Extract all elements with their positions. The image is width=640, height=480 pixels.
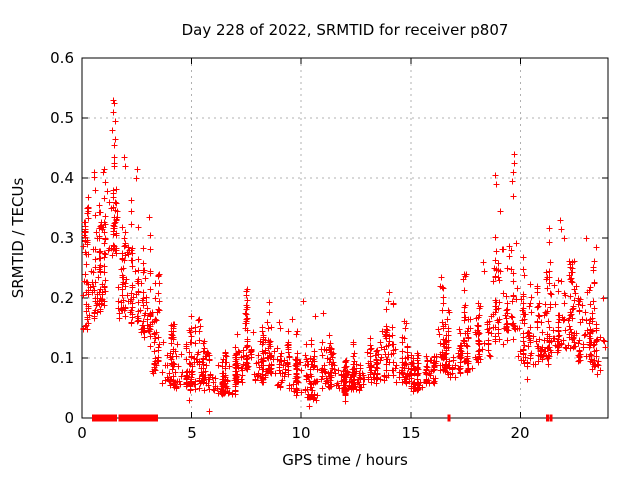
plot-border [81, 57, 609, 419]
y-tick-label: 0.1 [50, 349, 74, 367]
y-tick-label: 0.2 [50, 289, 74, 307]
y-tick-label: 0.4 [50, 169, 74, 187]
x-tick-label: 5 [187, 424, 197, 442]
y-tick-label: 0 [64, 409, 74, 427]
y-tick-label: 0.6 [50, 49, 74, 67]
scatter-points [80, 97, 609, 415]
y-tick-label: 0.3 [50, 229, 74, 247]
x-tick-label: 20 [510, 424, 530, 442]
x-axis-label: GPS time / hours [282, 451, 408, 469]
y-tick-label: 0.5 [50, 109, 74, 127]
zero-value-marks [92, 414, 553, 422]
grid-lines [82, 58, 608, 418]
x-tick-label: 15 [401, 424, 421, 442]
chart-title: Day 228 of 2022, SRMTID for receiver p80… [181, 21, 509, 39]
x-tick-label: 0 [77, 424, 87, 442]
x-tick-label: 10 [291, 424, 311, 442]
